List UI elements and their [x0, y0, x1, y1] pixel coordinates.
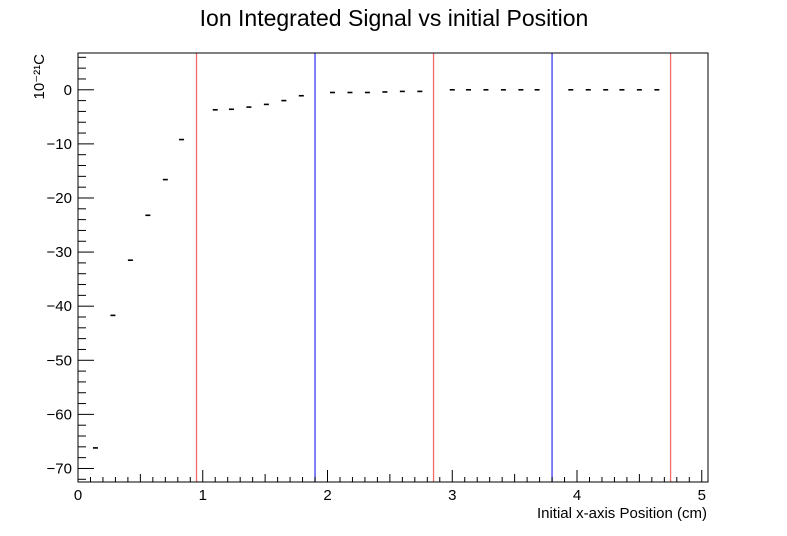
y-tick-label: −60 — [47, 406, 72, 423]
x-tick-label: 1 — [199, 487, 207, 504]
chart-title: Ion Integrated Signal vs initial Positio… — [200, 5, 589, 31]
vertical-lines — [195, 53, 672, 482]
y-axis-label: 10⁻²¹C — [31, 54, 48, 100]
y-tick-label: −10 — [47, 136, 72, 153]
x-axis-ticks: 0 1 2 3 4 5 — [74, 470, 706, 504]
y-tick-label: −30 — [47, 244, 72, 261]
x-axis-label: Initial x-axis Position (cm) — [537, 505, 707, 522]
x-tick-label: 0 — [74, 487, 82, 504]
x-tick-label: 2 — [323, 487, 331, 504]
y-tick-label: −70 — [47, 460, 72, 477]
y-tick-label: 0 — [64, 82, 72, 99]
x-tick-label: 3 — [448, 487, 456, 504]
x-tick-label: 4 — [573, 487, 581, 504]
y-tick-label: −40 — [47, 298, 72, 315]
x-tick-label: 5 — [698, 487, 706, 504]
y-axis-ticks: 0 −10 −20 −30 −40 −50 −60 −70 — [47, 56, 94, 480]
y-tick-label: −50 — [47, 352, 72, 369]
data-markers — [92, 88, 660, 449]
y-tick-label: −20 — [47, 190, 72, 207]
plot-frame — [77, 52, 709, 483]
